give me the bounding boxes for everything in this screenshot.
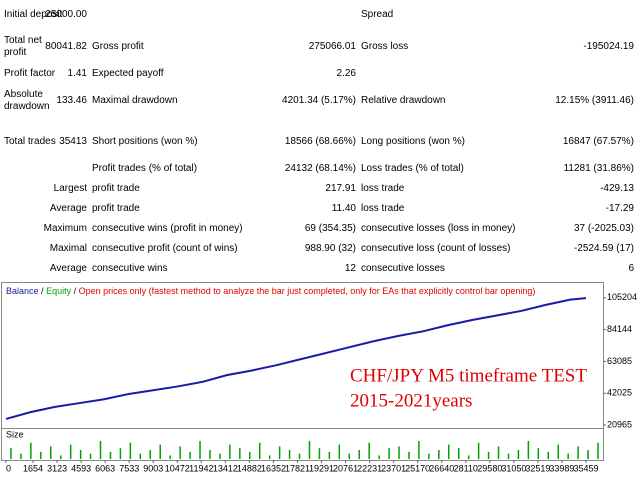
x-tick-label: 20761 — [333, 463, 358, 473]
report-value: 1.41 — [67, 68, 87, 79]
report-value: 18566 (68.66%) — [284, 136, 356, 147]
report-value: -17.29 — [605, 203, 634, 214]
report-label: profit trade — [92, 203, 140, 214]
report-value: -195024.19 — [583, 41, 634, 52]
report-label: Average — [49, 263, 87, 274]
x-tick-label: 3123 — [47, 463, 67, 473]
report-value: 988.90 (32) — [304, 243, 356, 254]
annotation: 2015-2021years — [350, 390, 472, 411]
x-tick-label: 16352 — [261, 463, 286, 473]
legend: Balance / Equity / Open prices only (fas… — [6, 286, 535, 296]
report-label: consecutive wins — [92, 263, 168, 274]
report-label: loss trade — [361, 183, 405, 194]
chart-frame — [1, 282, 604, 461]
report-label: Long positions (won %) — [361, 136, 465, 147]
report-value: -2524.59 (17) — [573, 243, 634, 254]
x-tick-label: 29580 — [477, 463, 502, 473]
report-label: Expected payoff — [92, 68, 164, 79]
x-tick-label: 23701 — [381, 463, 406, 473]
y-tick-label: 84144 — [607, 324, 632, 334]
report-value: 35413 — [59, 136, 87, 147]
x-tick-label: 4593 — [71, 463, 91, 473]
legend-equity: Equity — [46, 286, 72, 296]
x-tick-label: 1654 — [23, 463, 43, 473]
report-value: 25000.00 — [45, 9, 87, 20]
x-tick-label: 10472 — [165, 463, 190, 473]
x-tick-label: 14882 — [237, 463, 262, 473]
x-tick-label: 7533 — [119, 463, 139, 473]
x-tick-label: 32519 — [525, 463, 550, 473]
report-label: consecutive loss (count of losses) — [361, 243, 511, 254]
x-tick-label: 9003 — [143, 463, 163, 473]
legend-separator: / — [41, 286, 44, 296]
report-label: Total trades — [4, 136, 56, 147]
report-label: Initial deposit — [4, 9, 63, 20]
x-tick-label: 11942 — [189, 463, 213, 473]
report-label: loss trade — [361, 203, 405, 214]
x-tick-label: 35459 — [573, 463, 598, 473]
report-value: 11.40 — [331, 203, 356, 214]
report-label: Maximal — [49, 243, 87, 254]
x-tick-label: 22231 — [357, 463, 382, 473]
x-tick-label: 25170 — [405, 463, 430, 473]
report-label: consecutive losses — [361, 263, 445, 274]
report-label: Relative drawdown — [361, 95, 446, 106]
report-value: 275066.01 — [308, 41, 356, 52]
y-tick-label: 63085 — [607, 356, 632, 366]
report-value: 16847 (67.57%) — [562, 136, 634, 147]
report-label: consecutive wins (profit in money) — [92, 223, 243, 234]
report-label: Total net profit — [4, 35, 42, 58]
model-note: Open prices only (fastest method to anal… — [79, 286, 536, 296]
annotation: CHF/JPY M5 timeframe TEST — [350, 365, 587, 386]
x-tick-label: 0 — [6, 463, 11, 473]
report-label: Absolute drawdown — [4, 89, 50, 112]
report-value: 12 — [344, 263, 356, 274]
report-value: 217.91 — [325, 183, 356, 194]
x-tick-label: 26640 — [429, 463, 454, 473]
report-label: Profit trades (% of total) — [92, 163, 198, 174]
y-tick-label: 105204 — [607, 292, 637, 302]
report-value: 4201.34 (5.17%) — [282, 95, 356, 106]
x-tick-label: 19291 — [309, 463, 334, 473]
report-value: 11281 (31.86%) — [563, 163, 634, 174]
report-label: profit trade — [92, 183, 140, 194]
size-title: Size — [6, 429, 24, 439]
report-value: -429.13 — [600, 183, 634, 194]
report-label: consecutive losses (loss in money) — [361, 223, 516, 234]
x-tick-label: 33989 — [549, 463, 574, 473]
balance-line — [5, 297, 587, 420]
report-label: Average — [49, 203, 87, 214]
report-label: Loss trades (% of total) — [361, 163, 464, 174]
x-tick-label: 17821 — [285, 463, 310, 473]
report-value: 12.15% (3911.46) — [555, 95, 634, 106]
legend-separator: / — [74, 286, 77, 296]
report-value: 133.46 — [56, 95, 87, 106]
report-label: Maximal drawdown — [92, 95, 178, 106]
report-value: 37 (-2025.03) — [573, 223, 634, 234]
report-value: 24132 (68.14%) — [284, 163, 356, 174]
x-tick-label: 31050 — [501, 463, 526, 473]
y-tick-label: 42025 — [607, 388, 632, 398]
x-tick-label: 6063 — [95, 463, 115, 473]
y-tick-label: 20965 — [607, 419, 632, 429]
report-label: Gross loss — [361, 41, 409, 52]
report-value: 69 (354.35) — [304, 223, 356, 234]
legend-balance: Balance — [6, 286, 39, 296]
report-value: 80041.82 — [45, 41, 87, 52]
report-label: Profit factor — [4, 68, 56, 79]
report-label: Spread — [361, 9, 394, 20]
report-label: Maximum — [43, 223, 87, 234]
report-label: Largest — [53, 183, 87, 194]
x-tick-label: 28110 — [454, 463, 478, 473]
report-label: Gross profit — [92, 41, 144, 52]
report-value: 6 — [628, 263, 634, 274]
report-label: Short positions (won %) — [92, 136, 198, 147]
report-value: 2.26 — [336, 68, 356, 79]
x-tick-label: 13412 — [213, 463, 238, 473]
report-label: consecutive profit (count of wins) — [92, 243, 238, 254]
